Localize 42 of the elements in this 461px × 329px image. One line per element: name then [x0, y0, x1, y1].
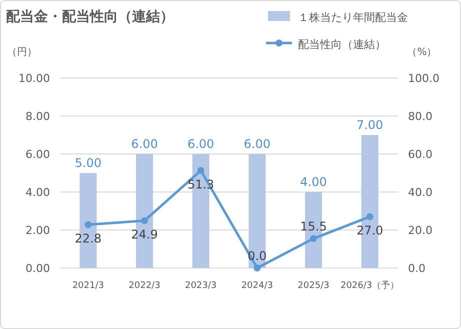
x-tick-label: 2022/3 — [128, 281, 160, 291]
data-label: 4.00 — [300, 175, 327, 189]
legend-label: 配当性向（連結） — [298, 38, 386, 51]
y-tick-label: 8.00 — [26, 110, 50, 123]
data-label: 6.00 — [187, 137, 214, 151]
point — [84, 221, 92, 228]
data-label: 5.00 — [74, 156, 102, 170]
data-label: 24.9 — [131, 228, 158, 242]
y2-tick-label: 60.0 — [408, 148, 432, 161]
y-tick-label: 0.00 — [26, 262, 50, 275]
y2-axis-title: （%） — [407, 47, 437, 58]
data-label: 51.3 — [187, 178, 214, 192]
point — [310, 235, 317, 242]
x-tick-label: 2025/3 — [298, 281, 330, 291]
x-tick-label: 2024/3 — [241, 281, 274, 291]
point — [254, 264, 261, 272]
data-label: 27.0 — [356, 224, 384, 238]
y-tick-label: 6.00 — [26, 148, 50, 161]
legend-label: １株当たり年間配当金 — [298, 11, 408, 24]
y2-tick-label: 100.0 — [408, 72, 440, 85]
y-tick-label: 10.00 — [18, 72, 50, 85]
data-label: 15.5 — [300, 220, 327, 234]
y-axis-title: （円） — [7, 47, 37, 58]
x-tick-label: 2026/3（予） — [340, 280, 400, 291]
y2-tick-label: 80.0 — [408, 110, 432, 123]
point — [197, 167, 204, 174]
data-label: 6.00 — [244, 137, 271, 151]
x-tick-label: 2021/3 — [72, 281, 104, 291]
x-tick-label: 2023/3 — [184, 281, 217, 291]
data-label: 0.0 — [248, 249, 267, 263]
data-label: 6.00 — [131, 137, 158, 151]
point — [366, 213, 374, 220]
data-label: 22.8 — [74, 232, 102, 246]
y-tick-label: 2.00 — [26, 224, 50, 237]
y-tick-label: 4.00 — [26, 186, 50, 199]
chart-title: 配当金・配当性向（連結） — [6, 9, 174, 25]
bar — [248, 154, 266, 268]
y2-tick-label: 20.0 — [408, 224, 432, 237]
y2-tick-label: 0.0 — [408, 262, 426, 275]
point — [141, 217, 148, 224]
data-label: 7.00 — [356, 118, 384, 132]
y2-tick-label: 40.0 — [408, 186, 432, 199]
